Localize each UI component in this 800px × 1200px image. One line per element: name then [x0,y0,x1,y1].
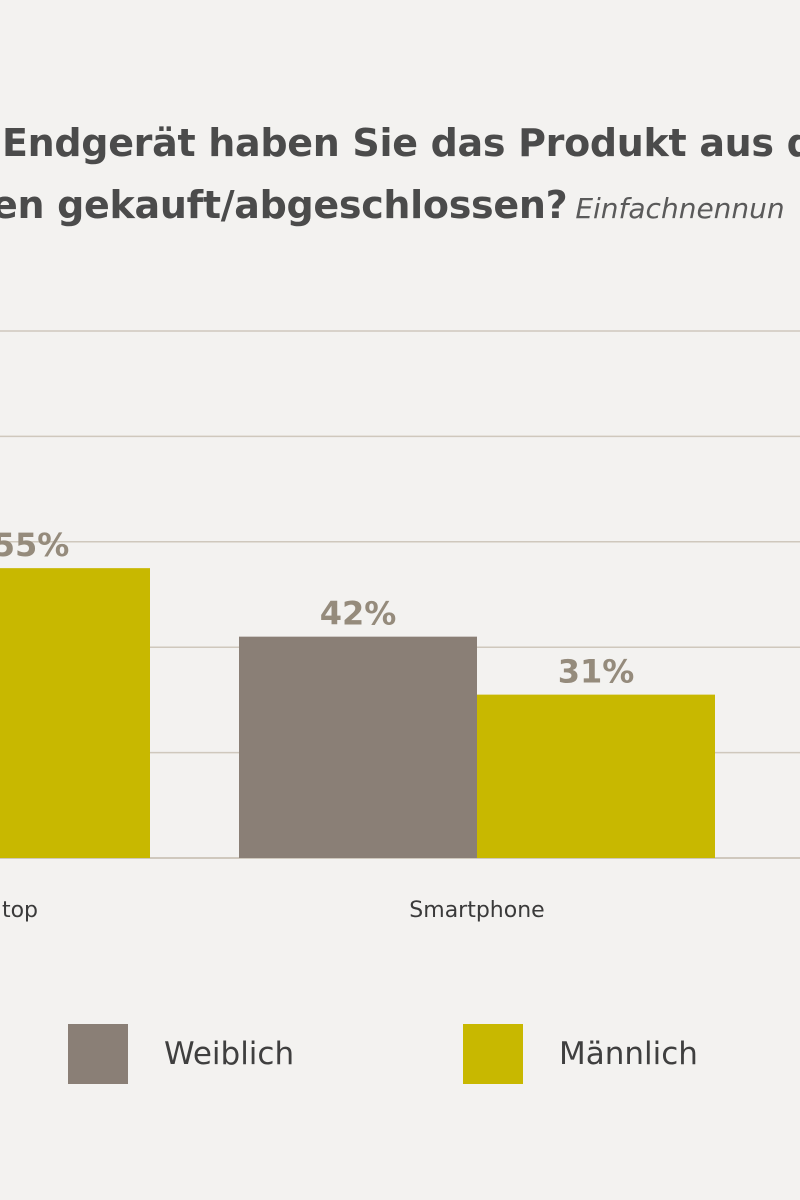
bar-maennlich-smartphone [477,694,715,858]
category-label: Smartphone [409,898,544,923]
category-label: top [2,898,38,923]
legend-label-weiblich: Weiblich [164,1036,295,1072]
chart-subtitle: Einfachnennun [575,192,785,225]
title-line-1: Endgerät haben Sie das Produkt aus de [2,121,800,165]
legend-item-maennlich: Männlich [463,1024,698,1084]
data-label: 55% [0,526,69,564]
data-label: 42% [320,595,397,633]
legend-swatch-maennlich [463,1024,523,1084]
legend-swatch-weiblich [68,1024,128,1084]
legend-label-maennlich: Männlich [559,1036,698,1072]
legend-item-weiblich: Weiblich [68,1024,294,1084]
chart-title: Endgerät haben Sie das Produkt aus de en… [0,112,800,240]
title-line-2-text: en gekauft/abgeschlossen? [0,183,568,227]
data-label: 31% [558,653,635,691]
bar-maennlich-top [0,568,150,858]
title-line-2: en gekauft/abgeschlossen? Einfachnennun [0,174,800,240]
bar-weiblich-smartphone [239,636,477,858]
